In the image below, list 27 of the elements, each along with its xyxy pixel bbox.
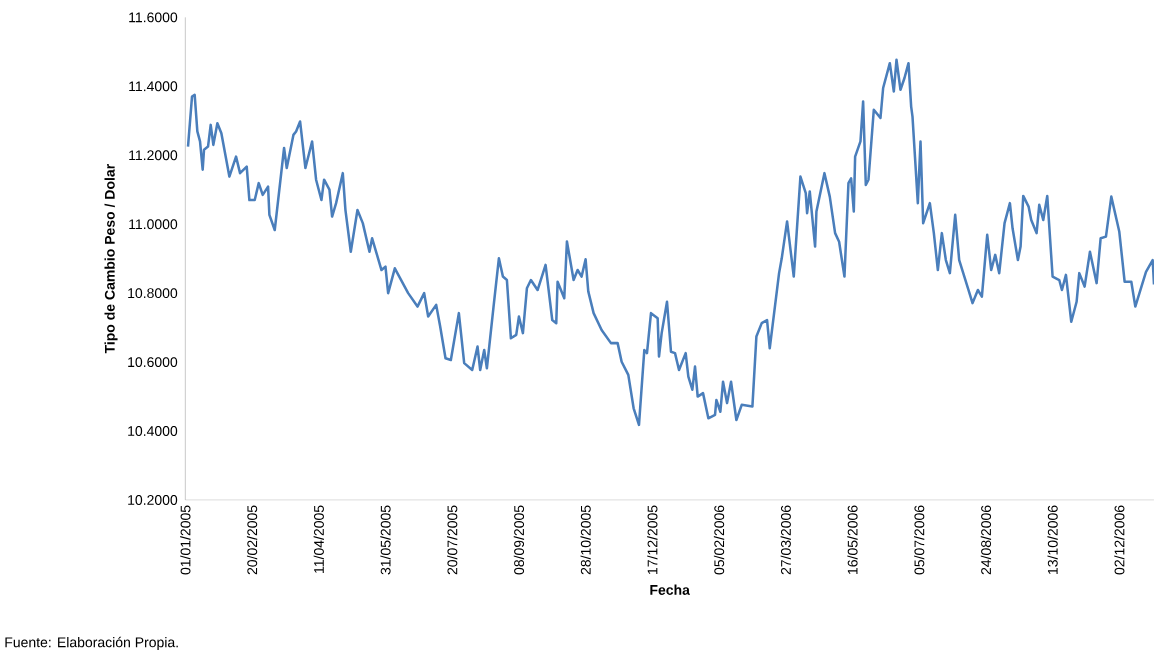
x-tick-label: 02/12/2006	[1114, 505, 1125, 575]
x-tick-label: 17/12/2005	[647, 505, 658, 574]
y-tick-label: 10.6000	[128, 357, 178, 368]
y-tick-label: 11.6000	[129, 12, 178, 23]
x-tick-label: 05/07/2006	[914, 505, 925, 575]
source-note: Fuente: Elaboración Propia.	[5, 636, 178, 651]
x-tick-label: 28/10/2005	[580, 505, 591, 575]
y-tick-label: 11.4000	[129, 81, 178, 92]
x-tick-label: 05/02/2006	[713, 505, 725, 575]
y-tick-label: 11.0000	[129, 219, 178, 230]
line-series	[186, 58, 1154, 427]
y-tick-label: 10.8000	[128, 288, 178, 299]
x-tick-label: 20/02/2005	[246, 505, 258, 575]
y-tick-label: 10.4000	[128, 426, 178, 436]
y-axis-title: Tipo de Cambio Peso / Dolar	[104, 164, 118, 354]
x-tick-label: 27/03/2006	[780, 505, 791, 575]
x-tick-label: 08/09/2005	[513, 505, 525, 575]
x-tick-label: 13/10/2006	[1047, 505, 1058, 574]
x-tick-label: 11/04/2005	[313, 505, 324, 573]
x-tick-label: 16/05/2006	[847, 505, 858, 574]
x-tick-label: 31/05/2005	[380, 505, 391, 575]
x-tick-label: 01/01/2005	[180, 505, 191, 575]
y-tick-label: 11.2000	[129, 150, 178, 161]
y-tick-label: 10.2000	[128, 495, 178, 505]
x-tick-label: 20/07/2005	[447, 505, 458, 575]
x-tick-label: 24/08/2006	[980, 505, 992, 575]
x-axis-title: Fecha	[650, 584, 690, 595]
